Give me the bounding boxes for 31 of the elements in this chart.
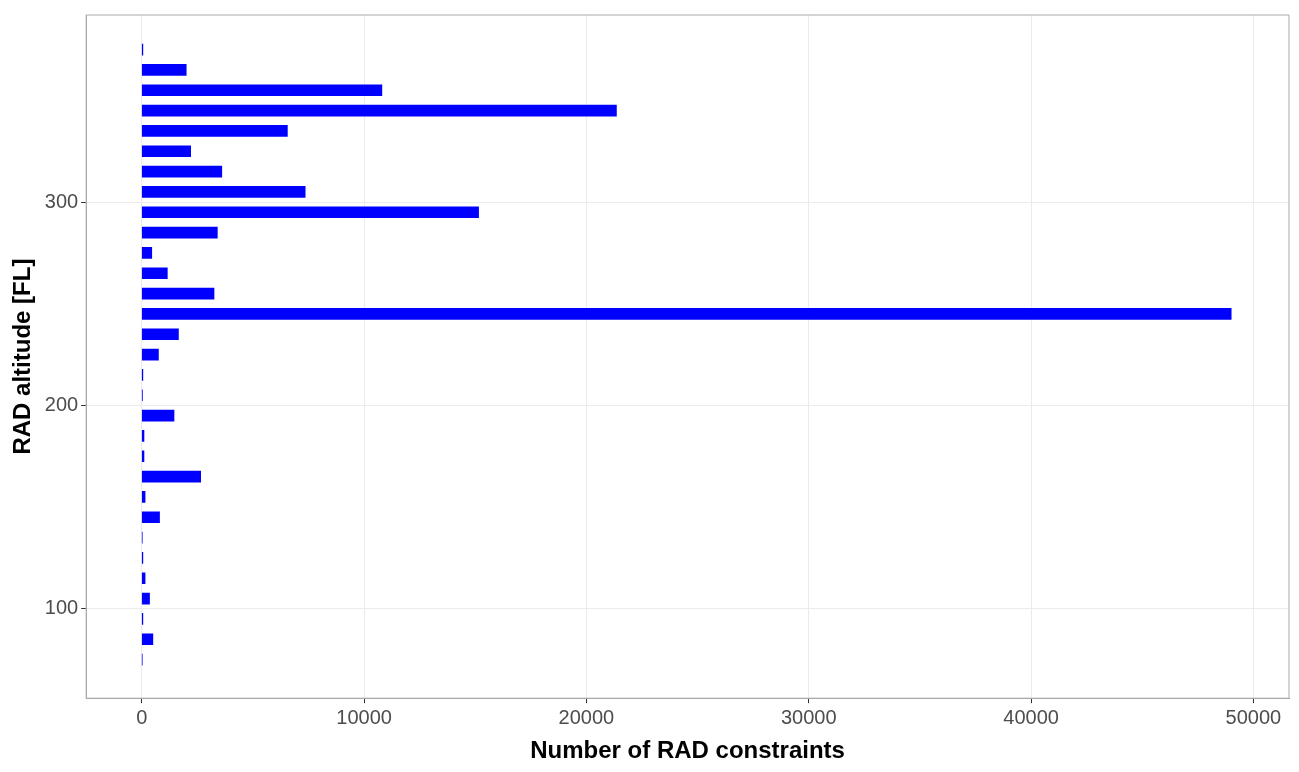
bar [141, 145, 191, 158]
y-tick-label: 200 [44, 392, 79, 415]
bar [141, 206, 479, 219]
bar [141, 592, 150, 605]
bar [141, 633, 154, 646]
y-tick-label: 100 [44, 596, 79, 619]
bar [141, 511, 160, 524]
bar [141, 470, 201, 483]
bar [141, 287, 215, 300]
bar [141, 348, 159, 361]
x-axis-title: Number of RAD constraints [530, 736, 845, 764]
y-axis-title: RAD altitude [FL] [8, 258, 36, 455]
x-tick-label: 30000 [780, 705, 837, 728]
bar [141, 308, 1232, 320]
bar [141, 226, 218, 239]
bar [141, 186, 306, 198]
x-tick-label: 20000 [558, 705, 615, 728]
x-tick-label: 0 [136, 705, 148, 728]
bar [141, 267, 168, 280]
bar [141, 125, 288, 137]
bar [141, 165, 223, 178]
bar [141, 64, 187, 76]
x-tick-label: 40000 [1003, 705, 1059, 728]
bar [141, 104, 617, 117]
y-tick-label: 300 [44, 189, 79, 212]
bar [141, 409, 175, 422]
bar [141, 247, 153, 259]
bar [141, 84, 383, 97]
bar [141, 328, 179, 341]
x-tick-label: 50000 [1225, 705, 1282, 728]
x-tick-label: 10000 [336, 705, 392, 728]
